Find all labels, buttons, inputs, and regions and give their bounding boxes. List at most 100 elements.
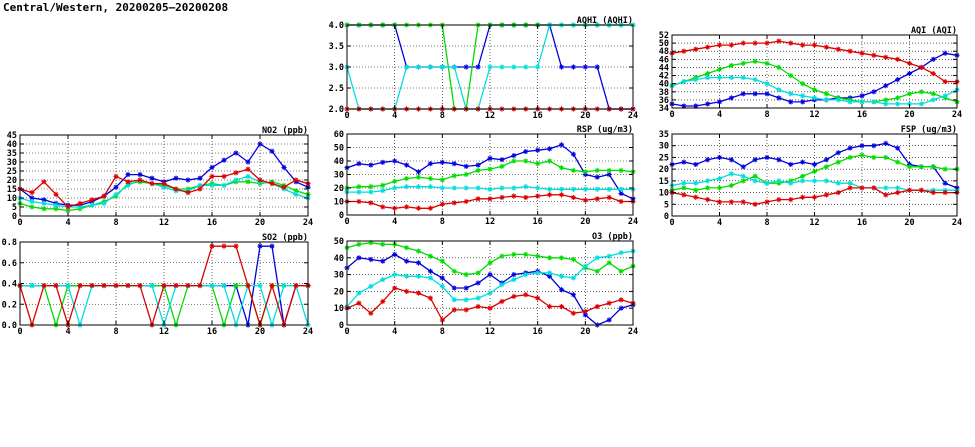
x-tick-label: 20 xyxy=(255,327,265,337)
x-tick-label: 12 xyxy=(159,218,169,228)
data-point xyxy=(716,42,723,48)
data-point xyxy=(942,50,948,56)
data-point xyxy=(125,282,131,289)
data-point xyxy=(523,148,529,155)
y-tick-label: 35 xyxy=(659,130,669,140)
data-point xyxy=(776,38,782,44)
data-point xyxy=(475,280,481,286)
data-point xyxy=(752,178,758,184)
data-point xyxy=(546,158,553,164)
data-point xyxy=(570,292,577,298)
data-point xyxy=(800,194,806,200)
data-point xyxy=(800,81,806,87)
x-tick-label: 20 xyxy=(904,218,914,228)
data-point xyxy=(705,178,711,184)
data-point xyxy=(871,143,877,149)
data-point xyxy=(906,91,913,97)
data-point xyxy=(693,194,699,200)
data-point xyxy=(523,194,529,201)
data-point xyxy=(356,255,362,261)
chart-title: NO2 (ppb) xyxy=(262,126,308,136)
data-point xyxy=(546,192,553,198)
data-point xyxy=(368,200,374,206)
data-point xyxy=(546,255,553,261)
data-point xyxy=(582,171,588,178)
data-point xyxy=(800,173,806,179)
data-point xyxy=(451,173,457,179)
data-point xyxy=(511,153,517,159)
data-point xyxy=(883,97,889,103)
y-tick-label: 40 xyxy=(7,140,17,150)
data-point xyxy=(403,273,410,279)
data-point xyxy=(101,200,107,206)
data-point xyxy=(788,40,794,46)
y-tick-label: 46 xyxy=(659,55,669,65)
data-point xyxy=(499,298,505,305)
data-point xyxy=(859,93,865,99)
data-point xyxy=(693,180,699,186)
data-point xyxy=(895,185,901,191)
y-tick-label: 0.8 xyxy=(2,238,17,248)
data-point xyxy=(764,91,770,97)
data-point xyxy=(403,245,410,251)
y-tick-label: 34 xyxy=(659,104,669,114)
data-point xyxy=(764,154,770,161)
series-1 xyxy=(344,142,636,202)
data-point xyxy=(681,180,687,186)
x-tick-label: 24 xyxy=(303,218,313,228)
data-point xyxy=(499,64,505,70)
data-point xyxy=(415,273,422,279)
data-point xyxy=(487,290,493,296)
data-point xyxy=(269,181,275,187)
data-point xyxy=(392,178,398,184)
y-tick-label: 0 xyxy=(12,212,17,222)
data-point xyxy=(800,42,806,48)
x-tick-label: 12 xyxy=(485,217,495,227)
data-point xyxy=(77,200,83,206)
data-point xyxy=(883,192,889,198)
data-point xyxy=(740,40,746,46)
data-point xyxy=(427,64,434,70)
y-tick-label: 38 xyxy=(659,88,669,98)
data-point xyxy=(29,195,35,201)
data-point xyxy=(835,97,841,103)
data-point xyxy=(883,83,889,89)
x-tick-label: 24 xyxy=(628,111,638,121)
data-point xyxy=(764,60,770,66)
data-point xyxy=(368,184,374,190)
data-point xyxy=(918,101,924,107)
data-point xyxy=(895,189,901,196)
data-point xyxy=(570,194,577,201)
data-point xyxy=(606,253,612,259)
data-point xyxy=(716,66,723,73)
data-point xyxy=(930,91,936,97)
data-point xyxy=(752,173,758,179)
data-point xyxy=(403,204,410,210)
data-point xyxy=(427,161,434,167)
data-point xyxy=(161,184,167,190)
x-tick-label: 8 xyxy=(440,111,445,121)
data-point xyxy=(380,258,386,264)
data-point xyxy=(511,272,517,278)
data-point xyxy=(942,93,948,99)
data-point xyxy=(356,161,362,167)
y-tick-label: 0.4 xyxy=(2,280,17,290)
y-tick-label: 3.5 xyxy=(329,42,344,52)
data-point xyxy=(535,147,541,153)
data-point xyxy=(788,91,794,97)
data-point xyxy=(487,305,493,311)
data-point xyxy=(463,272,469,278)
data-point xyxy=(535,253,541,259)
data-point xyxy=(281,282,287,289)
data-point xyxy=(570,186,577,192)
data-point xyxy=(101,282,107,289)
data-point xyxy=(942,180,948,186)
data-point xyxy=(681,159,687,165)
data-point xyxy=(728,199,734,205)
data-point xyxy=(570,310,577,316)
data-point xyxy=(77,204,83,210)
data-point xyxy=(835,150,841,156)
data-point xyxy=(269,243,275,249)
data-point xyxy=(149,282,155,289)
